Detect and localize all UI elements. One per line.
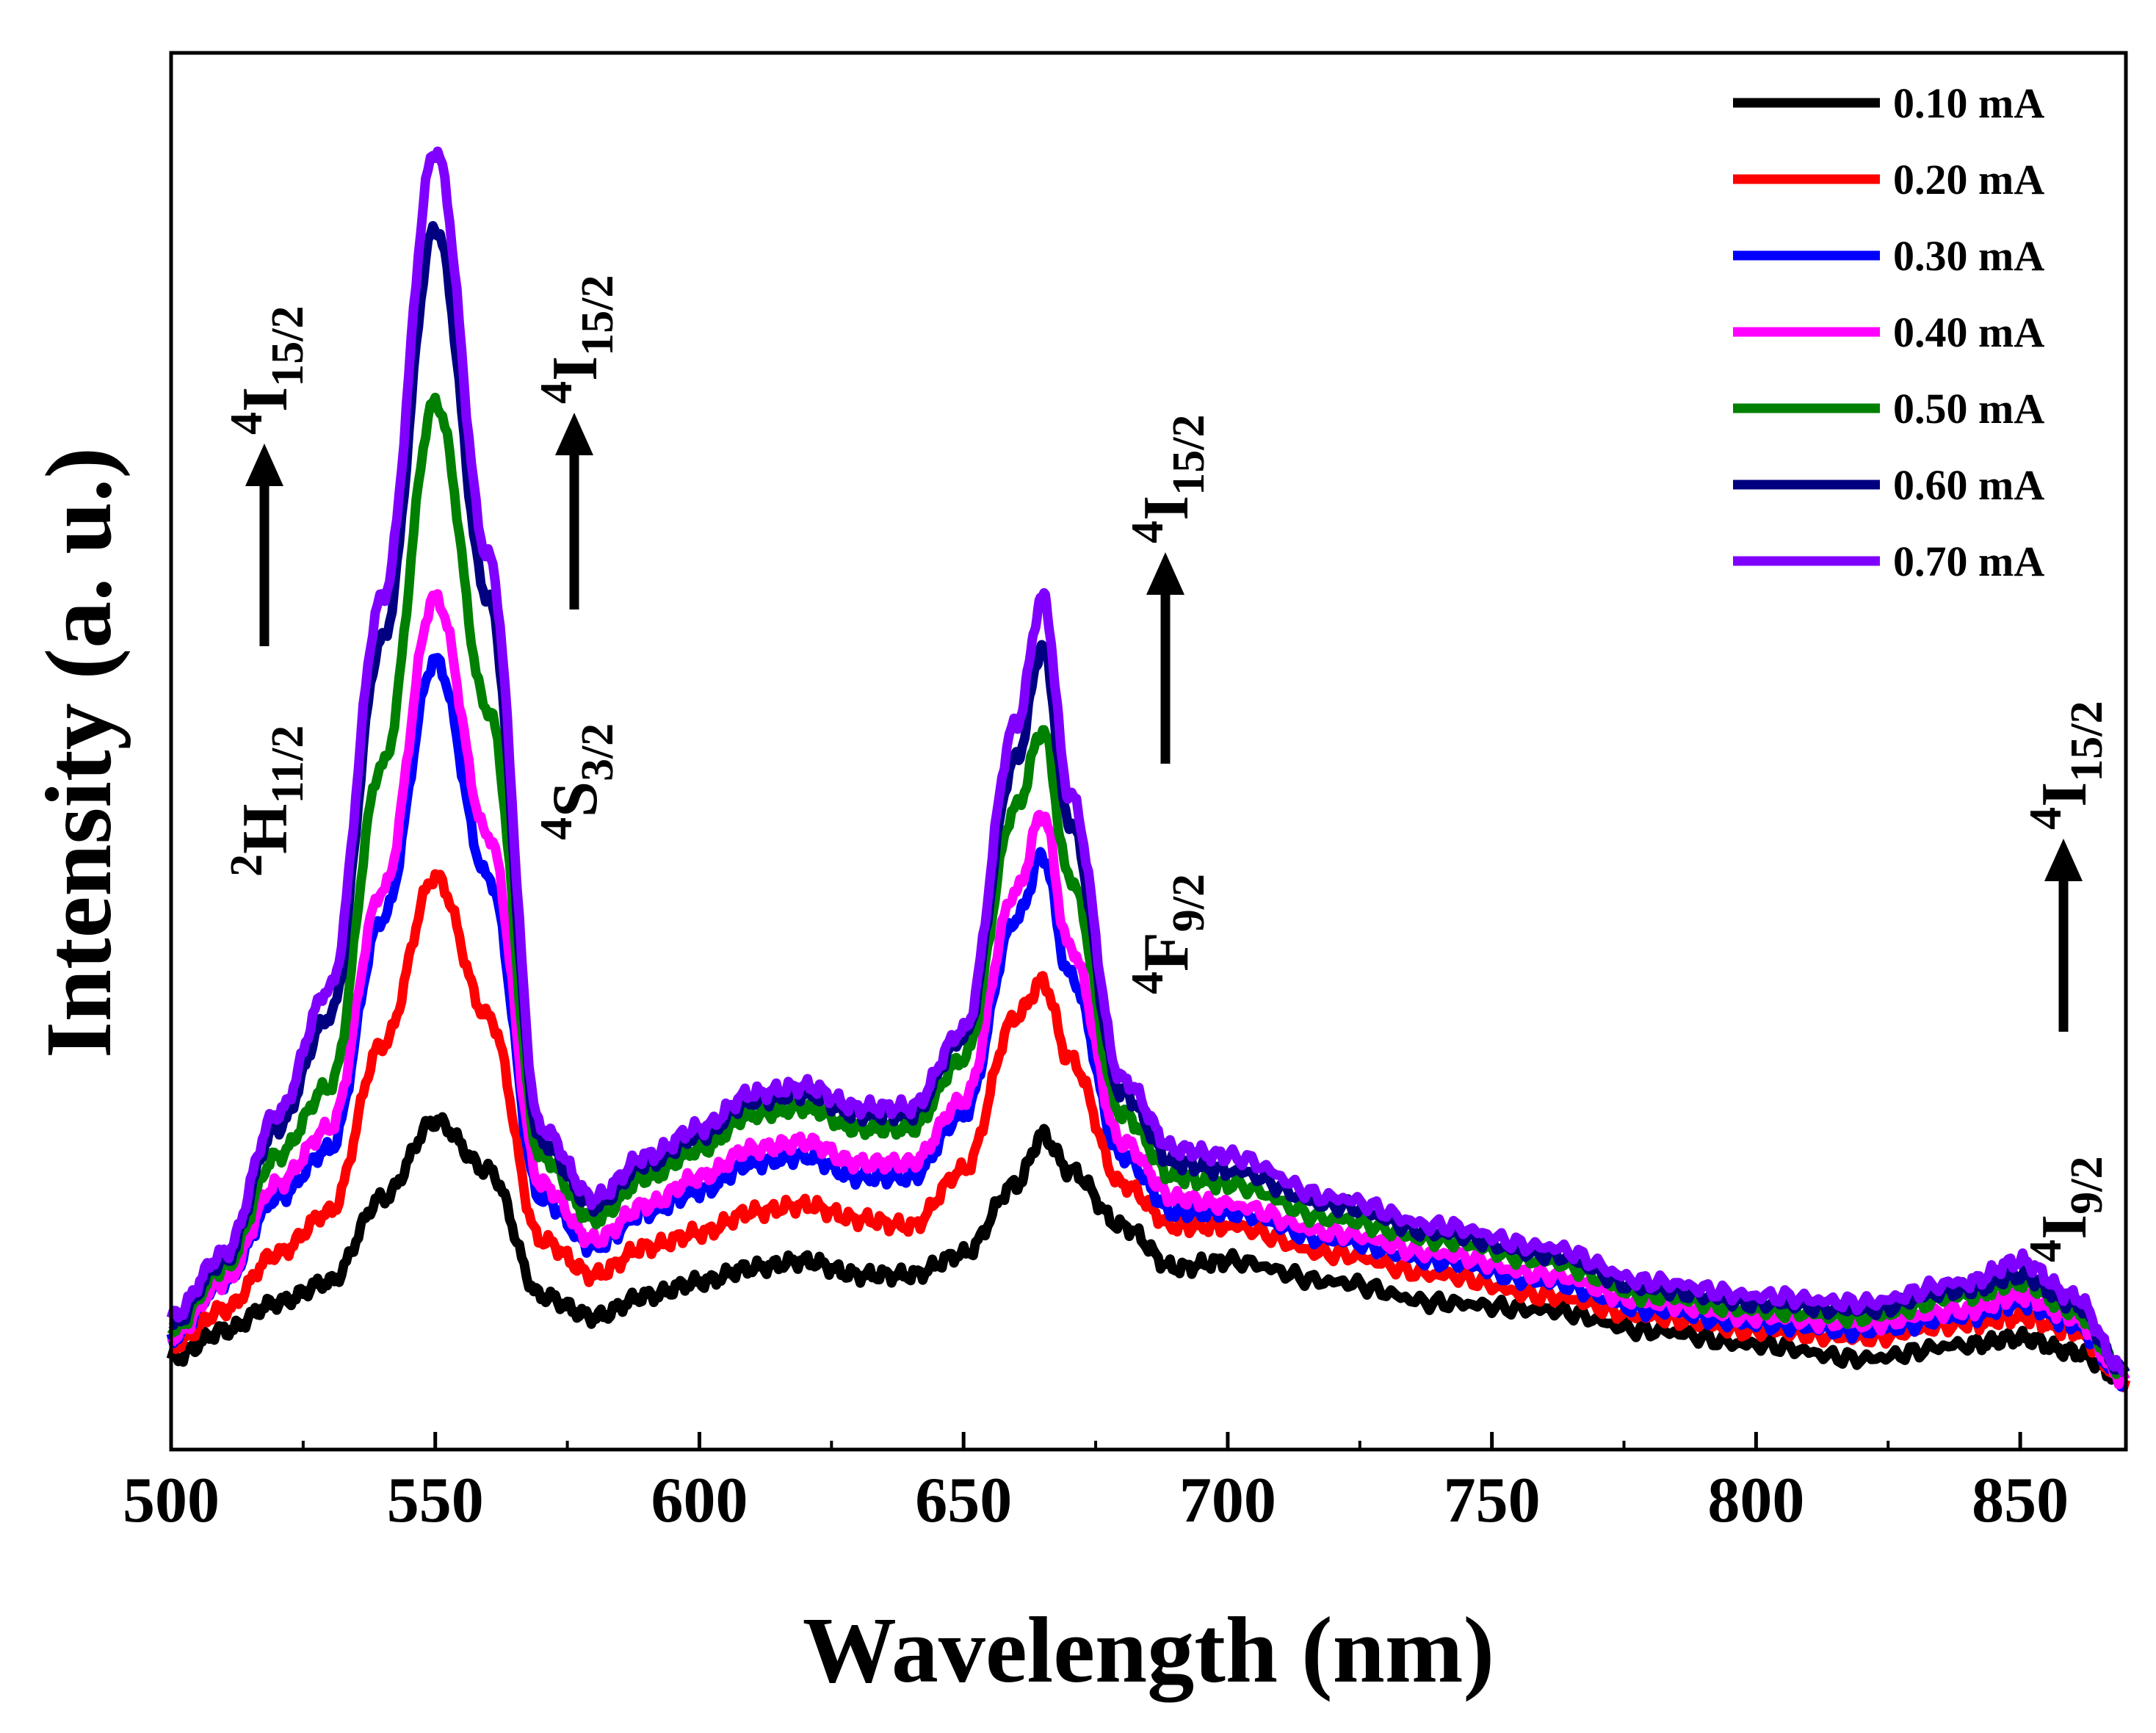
upper-state-label: 4I15/2 xyxy=(532,275,623,404)
series-line-0-70-ma xyxy=(166,146,2129,1378)
arrow-head-icon xyxy=(555,413,593,455)
x-axis-title: Wavelength (nm) xyxy=(803,1598,1494,1702)
upper-state-label: 4I15/2 xyxy=(2021,701,2112,830)
x-tick-label: 750 xyxy=(1444,1465,1541,1536)
x-tick-label: 500 xyxy=(123,1465,220,1536)
transition-annotations: 4I15/22H11/24I15/24S3/24I15/24F9/24I15/2… xyxy=(222,275,2112,1262)
arrow-head-icon xyxy=(245,444,283,486)
legend-label: 0.20 mA xyxy=(1893,156,2044,203)
series-line-0-40-ma xyxy=(167,589,2130,1389)
lower-state-label: 2H11/2 xyxy=(222,726,313,877)
legend-label: 0.10 mA xyxy=(1893,79,2044,127)
upper-state-label: 4I15/2 xyxy=(1123,415,1214,543)
x-tick-label: 650 xyxy=(915,1465,1012,1536)
series-layer xyxy=(166,146,2131,1393)
legend-label: 0.70 mA xyxy=(1893,538,2044,585)
legend: 0.10 mA 0.20 mA 0.30 mA 0.40 mA 0.50 mA 0.60 … xyxy=(1733,79,2044,585)
x-tick-label: 550 xyxy=(387,1465,484,1536)
legend-label: 0.50 mA xyxy=(1893,385,2044,433)
x-tick-label: 600 xyxy=(651,1465,748,1536)
lower-state-label: 4F9/2 xyxy=(1123,874,1214,994)
y-axis-title: Intensity (a. u.) xyxy=(26,447,131,1058)
legend-label: 0.40 mA xyxy=(1893,308,2044,356)
legend-label: 0.60 mA xyxy=(1893,461,2044,509)
arrow-head-icon xyxy=(1146,552,1184,595)
arrow-head-icon xyxy=(2044,839,2083,881)
plot-area-frame xyxy=(169,51,2128,1452)
transition-annotation: 4I15/2 4S3/2 xyxy=(532,275,623,840)
x-tick-label: 800 xyxy=(1707,1465,1804,1536)
lower-state-label: 4S3/2 xyxy=(532,723,623,840)
upper-state-label: 4I15/2 xyxy=(222,306,313,435)
transition-annotation: 4I15/2 2H11/2 xyxy=(222,306,313,877)
transition-annotation: 4I15/2 4I9/2 xyxy=(2021,701,2112,1262)
legend-label: 0.30 mA xyxy=(1893,232,2044,280)
x-axis-ticks: 500 550 600 650 700 750 800 850 xyxy=(123,1432,2069,1536)
x-tick-label: 700 xyxy=(1179,1465,1276,1536)
x-tick-label: 850 xyxy=(1972,1465,2069,1536)
series-line-0-10-ma xyxy=(166,1112,2130,1388)
series-line-0-50-ma xyxy=(167,392,2129,1380)
series-line-0-30-ma xyxy=(166,653,2129,1392)
lower-state-label: 4I9/2 xyxy=(2021,1157,2112,1262)
transition-annotation: 4I15/2 4F9/2 xyxy=(1123,415,1214,994)
